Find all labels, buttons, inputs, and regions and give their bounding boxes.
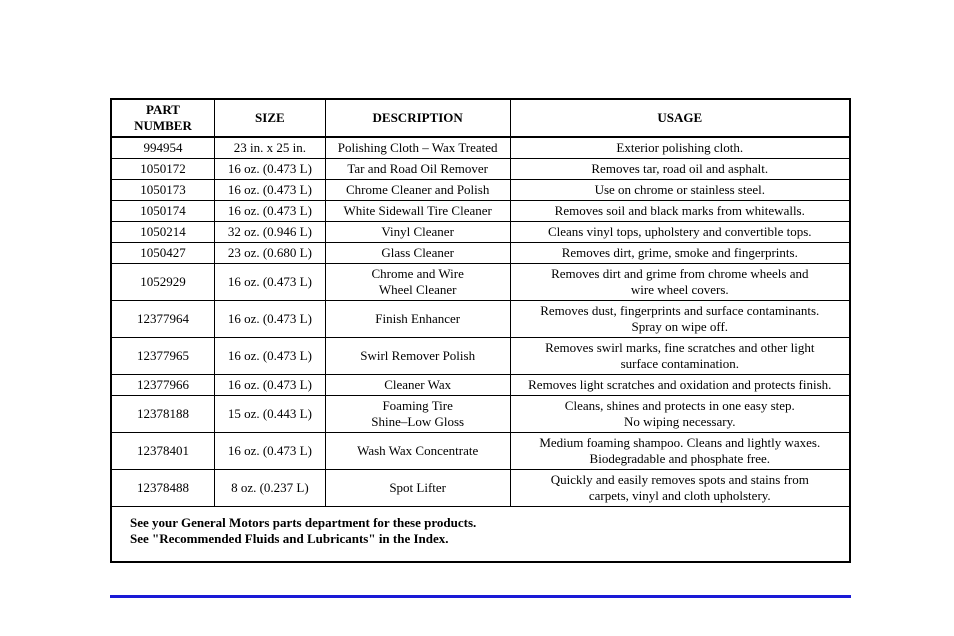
cell-usage: Removes light scratches and oxidation an… [510,375,850,396]
table-row: 1237818815 oz. (0.443 L)Foaming TireShin… [111,396,850,433]
horizontal-rule [110,595,851,598]
table-row: 105017416 oz. (0.473 L)White Sidewall Ti… [111,201,850,222]
cell-desc: Wash Wax Concentrate [325,433,510,470]
cell-size: 23 oz. (0.680 L) [214,243,325,264]
cell-usage: Removes tar, road oil and asphalt. [510,159,850,180]
cell-desc: White Sidewall Tire Cleaner [325,201,510,222]
table-row: 1237796416 oz. (0.473 L)Finish EnhancerR… [111,301,850,338]
table-row: 105017216 oz. (0.473 L)Tar and Road Oil … [111,159,850,180]
table-row: 1237796516 oz. (0.473 L)Swirl Remover Po… [111,338,850,375]
footer-line-2: See "Recommended Fluids and Lubricants" … [130,531,449,546]
cell-desc: Vinyl Cleaner [325,222,510,243]
cell-usage: Removes dirt and grime from chrome wheel… [510,264,850,301]
cell-desc: Cleaner Wax [325,375,510,396]
cell-size: 16 oz. (0.473 L) [214,338,325,375]
cell-part: 1050427 [111,243,214,264]
table-footer: See your General Motors parts department… [111,507,850,563]
table-row: 1237840116 oz. (0.473 L)Wash Wax Concent… [111,433,850,470]
cell-part: 1050174 [111,201,214,222]
col-part-number: PART NUMBER [111,99,214,137]
table-header-row: PART NUMBER SIZE DESCRIPTION USAGE [111,99,850,137]
cell-part: 1050173 [111,180,214,201]
cell-size: 16 oz. (0.473 L) [214,375,325,396]
cell-usage: Quickly and easily removes spots and sta… [510,470,850,507]
cell-part: 12377964 [111,301,214,338]
cell-part: 1050172 [111,159,214,180]
cell-size: 16 oz. (0.473 L) [214,301,325,338]
cell-part: 12377966 [111,375,214,396]
cell-size: 16 oz. (0.473 L) [214,201,325,222]
table-footer-row: See your General Motors parts department… [111,507,850,563]
table-row: 1237796616 oz. (0.473 L)Cleaner WaxRemov… [111,375,850,396]
cell-part: 12378188 [111,396,214,433]
cell-size: 16 oz. (0.473 L) [214,433,325,470]
cell-size: 23 in. x 25 in. [214,137,325,159]
cell-part: 994954 [111,137,214,159]
cell-usage: Removes dirt, grime, smoke and fingerpri… [510,243,850,264]
cell-desc: Finish Enhancer [325,301,510,338]
cell-size: 16 oz. (0.473 L) [214,264,325,301]
cell-part: 1050214 [111,222,214,243]
table-row: 105042723 oz. (0.680 L)Glass CleanerRemo… [111,243,850,264]
table-row: 99495423 in. x 25 in.Polishing Cloth – W… [111,137,850,159]
cell-desc: Chrome and WireWheel Cleaner [325,264,510,301]
cell-size: 16 oz. (0.473 L) [214,159,325,180]
cell-usage: Removes dust, fingerprints and surface c… [510,301,850,338]
table-body: 99495423 in. x 25 in.Polishing Cloth – W… [111,137,850,507]
cell-usage: Medium foaming shampoo. Cleans and light… [510,433,850,470]
cell-usage: Removes soil and black marks from whitew… [510,201,850,222]
cell-size: 16 oz. (0.473 L) [214,180,325,201]
cell-desc: Foaming TireShine–Low Gloss [325,396,510,433]
cell-usage: Use on chrome or stainless steel. [510,180,850,201]
table-row: 105292916 oz. (0.473 L)Chrome and WireWh… [111,264,850,301]
cell-desc: Spot Lifter [325,470,510,507]
col-size: SIZE [214,99,325,137]
cell-usage: Cleans, shines and protects in one easy … [510,396,850,433]
cell-size: 8 oz. (0.237 L) [214,470,325,507]
cell-usage: Exterior polishing cloth. [510,137,850,159]
cell-desc: Swirl Remover Polish [325,338,510,375]
cell-size: 32 oz. (0.946 L) [214,222,325,243]
cell-desc: Chrome Cleaner and Polish [325,180,510,201]
cell-usage: Removes swirl marks, fine scratches and … [510,338,850,375]
col-description: DESCRIPTION [325,99,510,137]
cell-part: 12377965 [111,338,214,375]
cell-size: 15 oz. (0.443 L) [214,396,325,433]
cell-usage: Cleans vinyl tops, upholstery and conver… [510,222,850,243]
cell-part: 12378488 [111,470,214,507]
cell-part: 12378401 [111,433,214,470]
parts-table: PART NUMBER SIZE DESCRIPTION USAGE 99495… [110,98,851,563]
cell-desc: Polishing Cloth – Wax Treated [325,137,510,159]
footer-line-1: See your General Motors parts department… [130,515,476,530]
cell-part: 1052929 [111,264,214,301]
table-row: 105017316 oz. (0.473 L)Chrome Cleaner an… [111,180,850,201]
cell-desc: Tar and Road Oil Remover [325,159,510,180]
cell-desc: Glass Cleaner [325,243,510,264]
table-row: 123784888 oz. (0.237 L)Spot LifterQuickl… [111,470,850,507]
table-row: 105021432 oz. (0.946 L)Vinyl CleanerClea… [111,222,850,243]
col-usage: USAGE [510,99,850,137]
